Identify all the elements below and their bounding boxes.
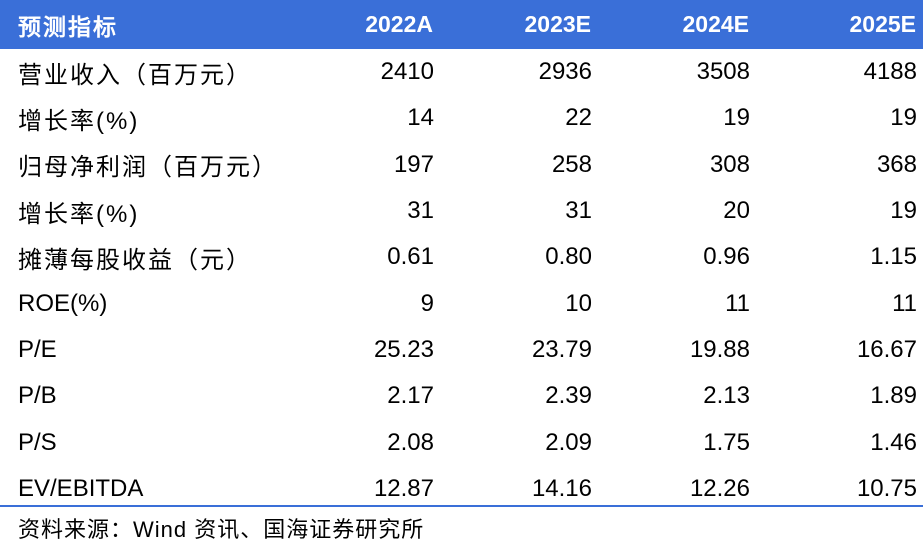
- table-cell: 1.15: [870, 243, 917, 271]
- table-row: 营业收入（百万元） 2410 2936 3508 4188: [0, 49, 923, 95]
- header-year-2024e: 2024E: [682, 11, 749, 37]
- table-cell: 10.75: [856, 474, 917, 502]
- row-label: P/B: [18, 382, 57, 410]
- table-cell: 1.75: [703, 428, 750, 456]
- table-cell: 3508: [696, 58, 750, 86]
- table-cell: 16.67: [856, 335, 917, 363]
- forecast-table: 预测指标 2022A 2023E 2024E 2025E 营业收入（百万元） 2…: [0, 0, 923, 512]
- table-cell: 368: [876, 150, 917, 178]
- source-note: 资料来源：Wind 资讯、国海证券研究所: [18, 517, 425, 542]
- table-cell: 2.13: [703, 382, 750, 410]
- table-cell: 0.96: [703, 243, 750, 271]
- table-cell: 25.23: [373, 335, 434, 363]
- header-label: 预测指标: [18, 13, 118, 40]
- table-cell: 12.26: [689, 474, 750, 502]
- table-cell: 14: [407, 104, 434, 132]
- row-label: 增长率(%): [18, 107, 140, 135]
- row-label: EV/EBITDA: [18, 474, 144, 502]
- table-cell: 2.08: [387, 428, 434, 456]
- row-label: ROE(%): [18, 289, 108, 317]
- table-row: 摊薄每股收益（元） 0.61 0.80 0.96 1.15: [0, 234, 923, 280]
- table-cell: 4188: [863, 58, 917, 86]
- table-cell: 0.80: [545, 243, 592, 271]
- row-label: 营业收入（百万元）: [18, 61, 252, 89]
- table-cell: 19.88: [689, 335, 750, 363]
- table-cell: 11: [725, 289, 750, 317]
- table-cell: 11: [892, 289, 917, 317]
- table-cell: 12.87: [373, 474, 434, 502]
- table-cell: 2.17: [387, 382, 434, 410]
- table-row: P/S 2.08 2.09 1.75 1.46: [0, 419, 923, 465]
- table-cell: 2410: [380, 58, 434, 86]
- row-label: P/E: [18, 335, 57, 363]
- table-cell: 20: [723, 197, 750, 225]
- table-row: P/E 25.23 23.79 19.88 16.67: [0, 327, 923, 373]
- table-cell: 19: [723, 104, 750, 132]
- header-year-2025e: 2025E: [849, 11, 916, 37]
- header-year-2022a: 2022A: [365, 11, 433, 37]
- table-cell: 1.46: [870, 428, 917, 456]
- table-cell: 2.39: [545, 382, 592, 410]
- table-cell: 258: [551, 150, 592, 178]
- table-cell: 23.79: [531, 335, 592, 363]
- header-year-2023e: 2023E: [524, 11, 591, 37]
- table-cell: 19: [890, 197, 917, 225]
- table-row: 归母净利润（百万元） 197 258 308 368: [0, 142, 923, 188]
- table-cell: 10: [565, 289, 592, 317]
- table-cell: 2.09: [545, 428, 592, 456]
- table-row: 增长率(%) 31 31 20 19: [0, 188, 923, 234]
- table-row: P/B 2.17 2.39 2.13 1.89: [0, 373, 923, 419]
- table-cell: 197: [393, 150, 434, 178]
- row-label: 摊薄每股收益（元）: [18, 246, 252, 274]
- table-row: EV/EBITDA 12.87 14.16 12.26 10.75: [0, 466, 923, 512]
- table-row: 增长率(%) 14 22 19 19: [0, 95, 923, 141]
- table-cell: 9: [420, 289, 434, 317]
- table-cell: 2936: [538, 58, 592, 86]
- table-cell: 1.89: [870, 382, 917, 410]
- table-bottom-rule: [0, 505, 923, 507]
- row-label: 归母净利润（百万元）: [18, 154, 278, 182]
- table-cell: 19: [890, 104, 917, 132]
- table-cell: 0.61: [387, 243, 434, 271]
- table-cell: 22: [565, 104, 592, 132]
- table-cell: 14.16: [531, 474, 592, 502]
- table-header-row: 预测指标 2022A 2023E 2024E 2025E: [0, 0, 923, 49]
- row-label: P/S: [18, 428, 57, 456]
- table-cell: 31: [565, 197, 592, 225]
- table-row: ROE(%) 9 10 11 11: [0, 280, 923, 326]
- table-cell: 31: [407, 197, 434, 225]
- row-label: 增长率(%): [18, 200, 140, 228]
- table-cell: 308: [709, 150, 750, 178]
